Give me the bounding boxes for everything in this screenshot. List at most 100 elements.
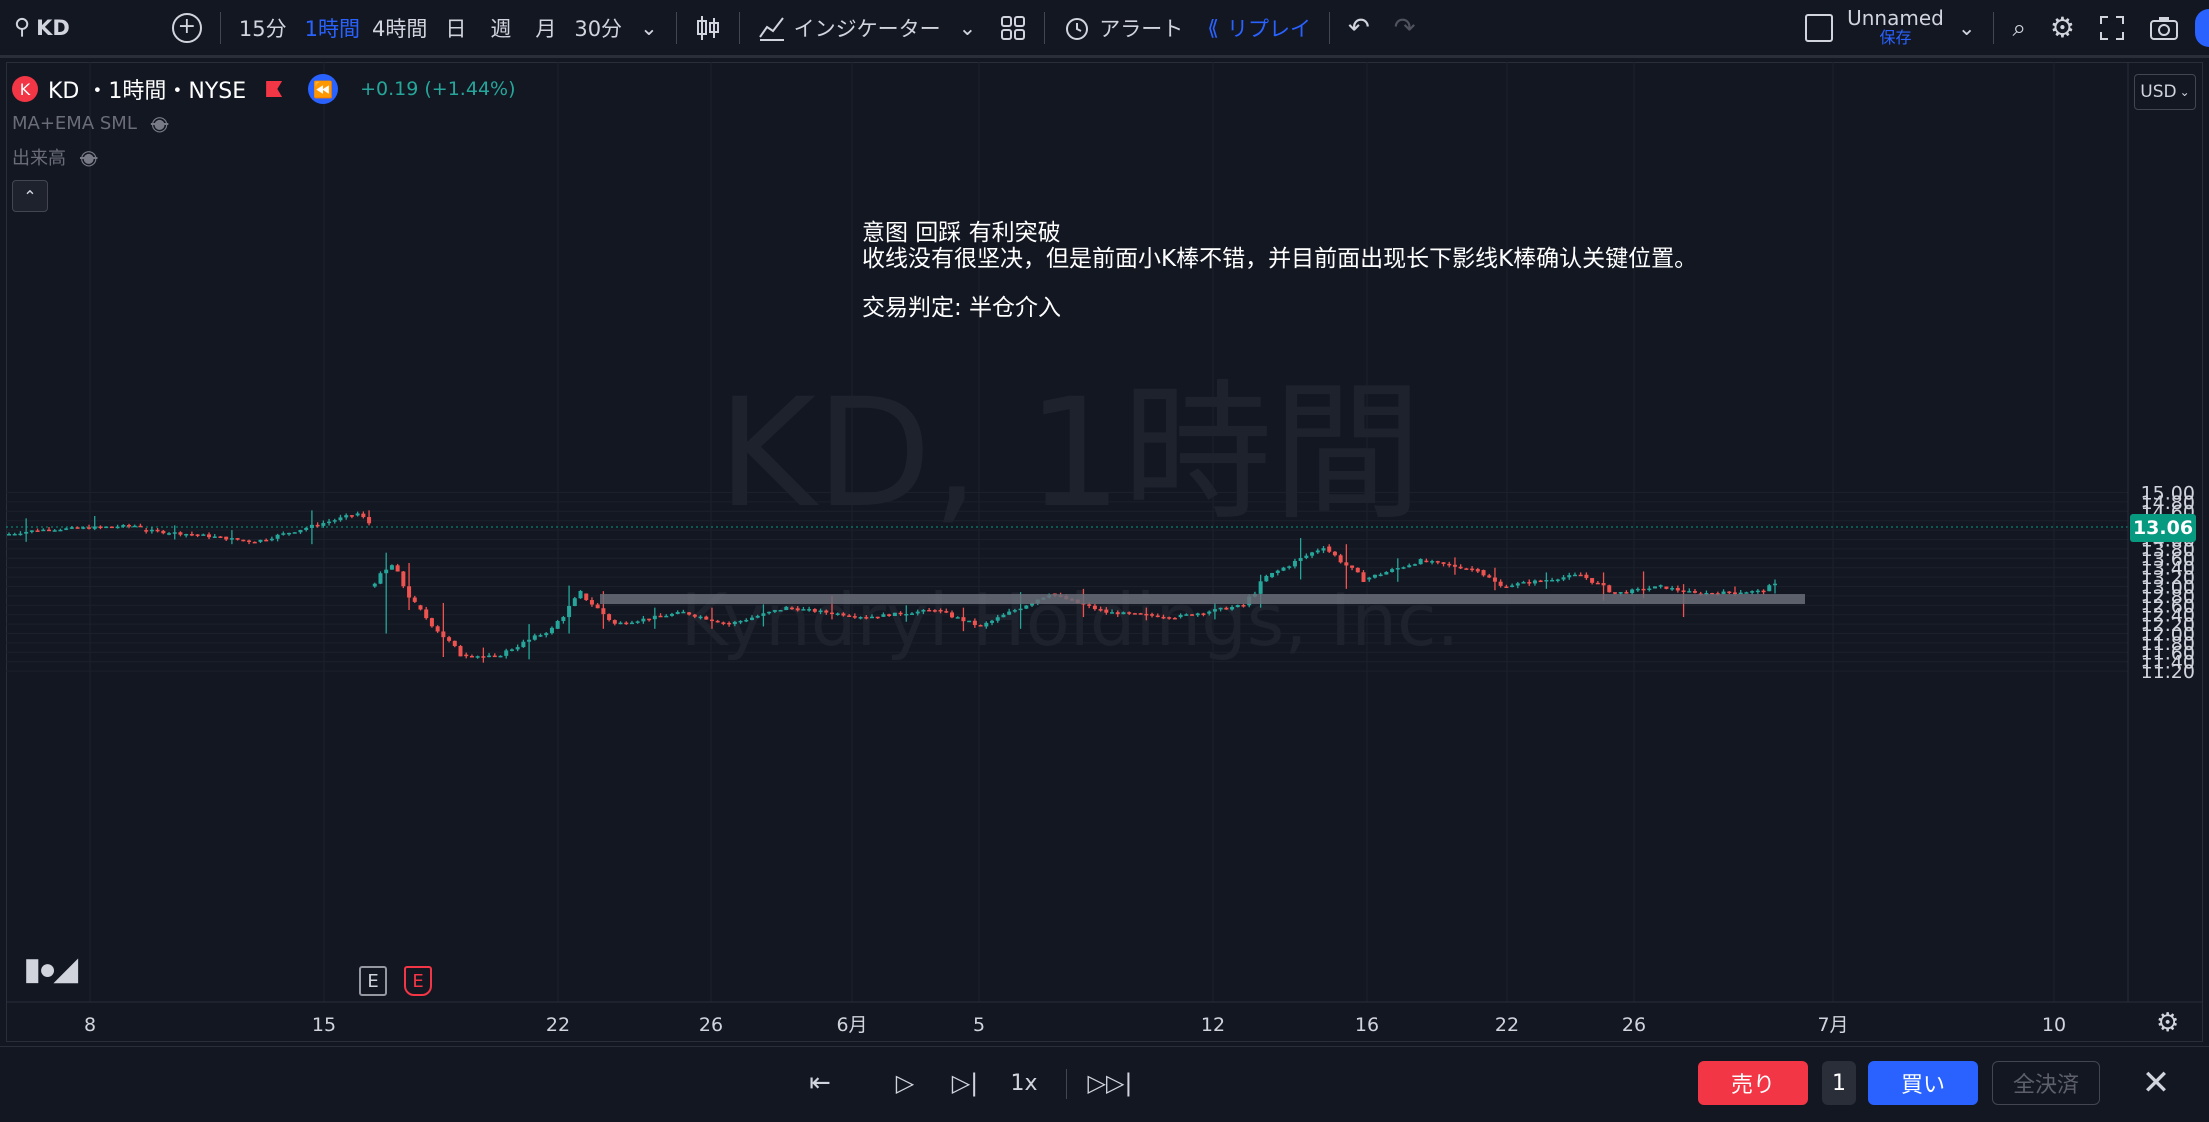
price-change: +0.19 (+1.44%)	[360, 78, 516, 100]
collapse-legend-button[interactable]: ⌃	[12, 180, 48, 212]
price-tick-label: 15.00	[2141, 483, 2195, 505]
candle-body	[155, 529, 160, 532]
currency-select[interactable]: USD ⌄	[2134, 74, 2196, 110]
quick-search-button[interactable]: ⌕	[2000, 0, 2037, 57]
candle-body	[1567, 575, 1572, 578]
candle-body	[1281, 567, 1286, 571]
indicators-button[interactable]: インジケーター ⌄	[746, 0, 989, 57]
symbol-search[interactable]: ⚲ KD	[0, 0, 82, 57]
indicator-row-ma[interactable]: MA+EMA SML ◉	[12, 106, 516, 140]
replay-button[interactable]: ⟪ リプレイ	[1195, 0, 1323, 57]
indicators-icon	[758, 16, 784, 41]
replay-indicator-icon[interactable]: ⏪	[308, 74, 339, 104]
candle-body	[52, 530, 57, 532]
candle-body	[1732, 592, 1737, 594]
redo-button[interactable]: ↷	[1382, 0, 1428, 57]
snapshot-button[interactable]	[2137, 0, 2191, 57]
jump-to-realtime-button[interactable]: ▷▷|	[1088, 1061, 1133, 1105]
candle-body	[647, 618, 652, 621]
candle-body	[1098, 609, 1103, 611]
candle-body	[435, 626, 440, 632]
interval-month[interactable]: 月	[535, 16, 557, 41]
interval-week[interactable]: 週	[490, 16, 512, 41]
support-zone-rect[interactable]	[600, 594, 1805, 605]
speed-button[interactable]: 1x	[1010, 1070, 1038, 1096]
candle-body	[1350, 565, 1355, 568]
candle-body	[1430, 561, 1435, 563]
interval-1h[interactable]: 1時間	[304, 16, 360, 41]
candles-icon	[696, 15, 719, 40]
fullscreen-button[interactable]	[2087, 0, 2137, 57]
settings-button[interactable]: ⚙	[2038, 0, 2087, 57]
interval-day[interactable]: 日	[445, 16, 467, 41]
candle-body	[178, 532, 183, 535]
layout-select[interactable]: Unnamed 保存 ⌄	[1793, 0, 1987, 57]
play-button[interactable]: ▷	[888, 1061, 922, 1105]
candle-body	[921, 609, 926, 612]
eye-hidden-icon[interactable]: ◉	[80, 145, 98, 169]
interval-30m[interactable]: 30分	[574, 16, 623, 41]
candle-body	[744, 619, 749, 622]
candle-body	[35, 530, 40, 532]
candle-body	[487, 655, 492, 658]
divider	[1328, 11, 1330, 44]
grid-lines	[6, 62, 2128, 1002]
candle-body	[1018, 608, 1023, 611]
candle-body	[475, 656, 480, 658]
candle-body	[898, 612, 903, 615]
candle-body	[1544, 579, 1549, 582]
interval-dropdown[interactable]: ⌄	[628, 0, 670, 57]
interval-4h[interactable]: 4時間	[371, 16, 428, 41]
time-axis-settings[interactable]: ⚙	[2156, 1008, 2179, 1038]
time-axis[interactable]: 8 15 22 26 6月 5 12 16 22 26 7月 10	[84, 1014, 2066, 1036]
candle-body	[641, 618, 646, 622]
candle-body	[990, 620, 995, 623]
candle-body	[504, 650, 509, 656]
close-all-button[interactable]: 全決済	[1992, 1061, 2100, 1105]
chart-type-button[interactable]	[683, 0, 733, 57]
candle-body	[269, 538, 274, 541]
close-replay-button[interactable]: ✕	[2136, 1061, 2176, 1105]
undo-button[interactable]: ↶	[1336, 0, 1382, 57]
top-toolbar: ⚲ KD + 15分 1時間 4時間 日 週 月 30分 ⌄ インジケーター ⌄	[0, 0, 2209, 58]
flag-icon[interactable]	[266, 81, 283, 97]
candle-body	[635, 621, 640, 623]
candle-body	[172, 532, 177, 534]
price-axis[interactable]: 15.0014.8014.6014.4014.2014.0013.8013.60…	[2141, 483, 2195, 684]
eye-hidden-icon[interactable]: ◉	[150, 111, 169, 135]
time-tick-label: 15	[312, 1014, 336, 1036]
compare-button[interactable]: +	[160, 0, 214, 57]
alert-button[interactable]: アラート	[1051, 0, 1195, 57]
quantity-field[interactable]: 1	[1822, 1061, 1856, 1105]
chevron-down-icon: ⌄	[2179, 85, 2190, 99]
candle-body	[555, 621, 560, 629]
candle-body	[1292, 560, 1297, 567]
replay-bar: ⇤ ▷ ▷| 1x ▷▷| 売り 1 買い 全決済 ✕	[0, 1046, 2209, 1122]
candle-body	[709, 619, 714, 622]
indicator-name-volume: 出来高	[12, 148, 66, 169]
time-tick-label: 6月	[836, 1014, 867, 1036]
tradingview-logo[interactable]: ▮●◢	[24, 953, 78, 986]
step-forward-button[interactable]: ▷|	[948, 1061, 982, 1105]
earnings-marker[interactable]: E	[359, 966, 387, 996]
indicator-row-volume[interactable]: 出来高 ◉	[12, 140, 516, 174]
candle-body	[1624, 592, 1629, 594]
sell-button[interactable]: 売り	[1698, 1061, 1808, 1105]
annotation-text[interactable]: 意图 回踩 有利突破 收线没有很坚决，但是前面小K棒不错，并目前面出现长下影线K…	[862, 220, 1697, 321]
candle-body	[1572, 574, 1577, 577]
templates-button[interactable]	[988, 0, 1038, 57]
candle-body	[1441, 562, 1446, 564]
candle-body	[595, 604, 600, 609]
candle-body	[29, 530, 34, 532]
interval-15m[interactable]: 15分	[238, 16, 287, 41]
buy-button[interactable]: 買い	[1868, 1061, 1978, 1105]
candle-body	[252, 541, 257, 544]
chart-pane[interactable]	[6, 62, 2203, 1042]
jump-to-start-button[interactable]: ⇤	[800, 1061, 840, 1105]
earnings-marker-upcoming[interactable]: E	[404, 966, 432, 996]
symbol-legend-row[interactable]: K KD ・1時間・NYSE ⏪ +0.19 (+1.44%)	[12, 72, 516, 106]
publish-button-edge[interactable]	[2195, 8, 2209, 47]
candle-body	[1504, 586, 1509, 588]
candle-body	[1304, 555, 1309, 558]
